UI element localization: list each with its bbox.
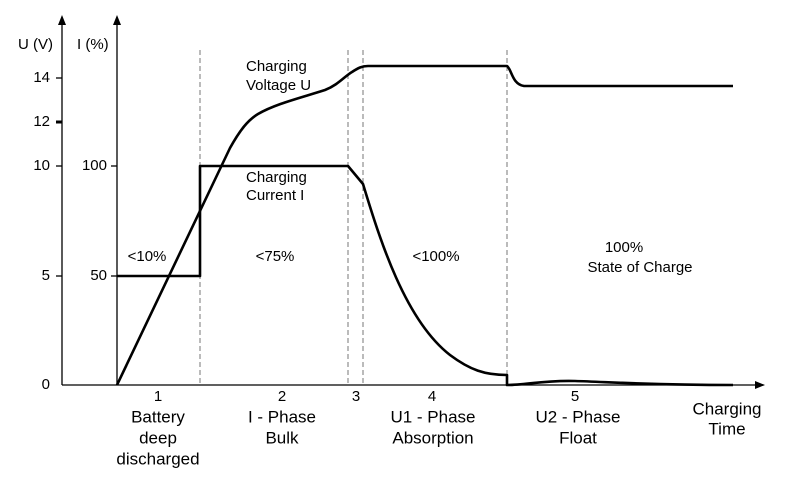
charge-level: State of Charge bbox=[587, 259, 692, 276]
i-axis-label: I (%) bbox=[77, 36, 109, 53]
tick-marks bbox=[56, 77, 117, 277]
phase-label: Absorption bbox=[392, 428, 473, 447]
i-tick: 50 bbox=[90, 267, 107, 284]
charge-level: <10% bbox=[128, 248, 167, 265]
current-label: Charging bbox=[246, 169, 307, 186]
phase-label: I - Phase bbox=[248, 407, 316, 426]
phase-label: U1 - Phase bbox=[390, 407, 475, 426]
i-tick: 100 bbox=[82, 157, 107, 174]
phase-number: 3 bbox=[352, 388, 360, 405]
u-tick: 10 bbox=[33, 157, 50, 174]
time-label: Charging bbox=[693, 399, 762, 418]
phase-label: Battery bbox=[131, 407, 185, 426]
phase-borders bbox=[199, 50, 508, 385]
phase-number: 2 bbox=[278, 388, 286, 405]
charge-level: 100% bbox=[605, 239, 643, 256]
charge-level: <100% bbox=[412, 248, 459, 265]
phase-label: discharged bbox=[116, 449, 199, 468]
phase-label: deep bbox=[139, 428, 177, 447]
voltage-curve bbox=[115, 64, 733, 386]
time-label: Time bbox=[708, 419, 745, 438]
charge-level: <75% bbox=[256, 248, 295, 265]
phase-label: Bulk bbox=[265, 428, 299, 447]
voltage-label: Voltage U bbox=[246, 77, 311, 94]
phase-label: U2 - Phase bbox=[535, 407, 620, 426]
phase-number: 1 bbox=[154, 388, 162, 405]
current-label: Current I bbox=[246, 187, 304, 204]
phase-label: Float bbox=[559, 428, 597, 447]
u-axis-label: U (V) bbox=[18, 36, 53, 53]
u-tick: 12 bbox=[33, 113, 50, 130]
voltage-label: Charging bbox=[246, 58, 307, 75]
current-curve bbox=[117, 164, 734, 387]
u-tick: 14 bbox=[33, 69, 50, 86]
u-tick: 0 bbox=[42, 376, 50, 393]
phase-number: 5 bbox=[571, 388, 579, 405]
u-tick: 5 bbox=[42, 267, 50, 284]
phase-number: 4 bbox=[428, 388, 436, 405]
